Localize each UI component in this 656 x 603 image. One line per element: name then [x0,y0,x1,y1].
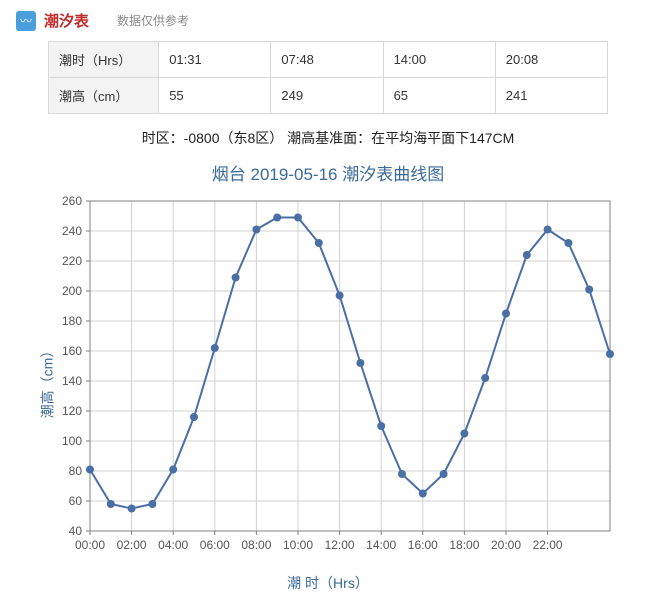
svg-text:00:00: 00:00 [75,538,105,552]
svg-text:20:00: 20:00 [491,538,521,552]
svg-text:04:00: 04:00 [158,538,188,552]
table-cell: 55 [159,78,271,114]
svg-text:260: 260 [62,194,82,208]
svg-text:14:00: 14:00 [366,538,396,552]
table-cell: 01:31 [159,42,271,78]
row-label-time: 潮时（Hrs） [49,42,159,78]
page-title: 潮汐表 [44,10,89,31]
tide-wave-icon: 〰 [16,11,36,31]
table-cell: 20:08 [495,42,607,78]
chart-container: 潮高（cm） 40 60 80 100 120 140 160 180 200 220 240 260… [10,191,646,571]
meta-info: 时区：-0800（东8区） 潮高基准面：在平均海平面下147CM [10,128,646,148]
x-axis-label: 潮 时（Hrs） [10,573,646,593]
svg-text:160: 160 [62,344,82,358]
svg-text:200: 200 [62,284,82,298]
svg-text:40: 40 [69,524,83,538]
svg-text:18:00: 18:00 [449,538,479,552]
svg-text:60: 60 [69,494,83,508]
svg-text:140: 140 [62,374,82,388]
tide-line-chart: 40 60 80 100 120 140 160 180 200 220 240 260 00:00 02… [30,191,626,571]
chart-title: 烟台 2019-05-16 潮汐表曲线图 [10,160,646,185]
tide-table: 潮时（Hrs） 01:31 07:48 14:00 20:08 潮高（cm） 5… [48,41,608,114]
table-cell: 07:48 [271,42,383,78]
svg-text:80: 80 [69,464,83,478]
svg-text:06:00: 06:00 [200,538,230,552]
page-note: 数据仅供参考 [117,12,189,29]
svg-text:100: 100 [62,434,82,448]
svg-text:180: 180 [62,314,82,328]
svg-text:02:00: 02:00 [117,538,147,552]
svg-text:240: 240 [62,224,82,238]
header-row: 〰 潮汐表 数据仅供参考 [10,10,646,31]
table-cell: 241 [495,78,607,114]
svg-text:16:00: 16:00 [408,538,438,552]
table-cell: 65 [383,78,495,114]
y-axis-label: 潮高（cm） [37,344,57,419]
svg-text:220: 220 [62,254,82,268]
svg-text:12:00: 12:00 [325,538,355,552]
table-cell: 249 [271,78,383,114]
svg-text:10:00: 10:00 [283,538,313,552]
svg-text:120: 120 [62,404,82,418]
table-cell: 14:00 [383,42,495,78]
row-label-height: 潮高（cm） [49,78,159,114]
table-row: 潮高（cm） 55 249 65 241 [49,78,608,114]
svg-text:08:00: 08:00 [241,538,271,552]
table-row: 潮时（Hrs） 01:31 07:48 14:00 20:08 [49,42,608,78]
svg-text:22:00: 22:00 [533,538,563,552]
